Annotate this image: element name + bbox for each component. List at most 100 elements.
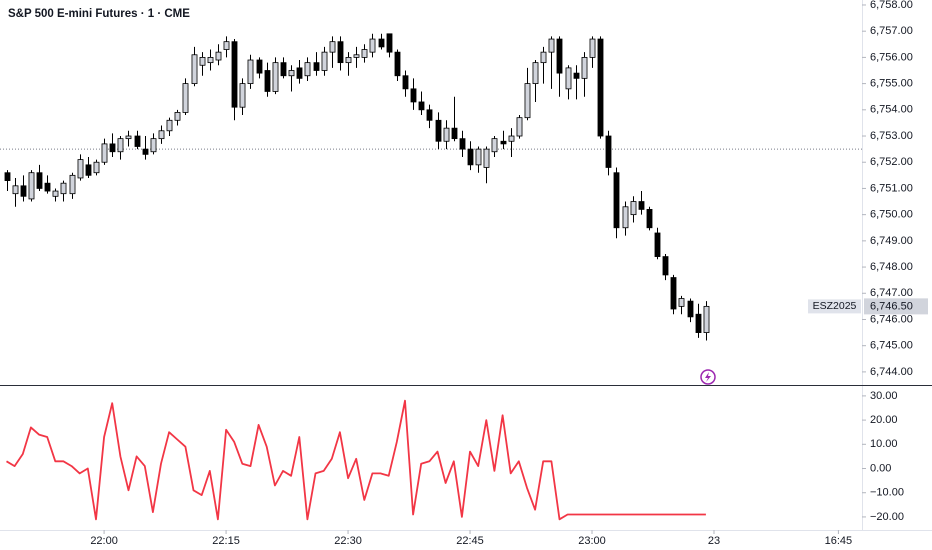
candle-body [613, 172, 620, 229]
candle-body [573, 72, 580, 79]
candle-body [483, 148, 490, 168]
y-tick-label: −10.00 [870, 487, 904, 499]
y-tick-label: 20.00 [870, 414, 898, 426]
candle-body [516, 117, 523, 137]
x-tick-label: 22:00 [90, 535, 118, 547]
candle-body [125, 135, 132, 140]
y-tick-label: 6,758.00 [870, 0, 913, 11]
y-tick-label: 6,746.00 [870, 313, 913, 325]
candle-body [304, 62, 311, 77]
candle-body [329, 41, 336, 53]
last-price-label: 6,746.50 [870, 300, 913, 312]
candle-body [687, 300, 694, 318]
last-price-name-box [808, 299, 861, 314]
candle-body [215, 51, 222, 61]
candle-body [695, 313, 702, 333]
candle-body [239, 83, 246, 108]
candle-body [60, 182, 67, 195]
y-tick-label: 6,749.00 [870, 235, 913, 247]
indicator-line [6, 399, 706, 521]
candle-body [646, 209, 653, 229]
candle-body [313, 62, 320, 71]
y-tick-label: 6,751.00 [870, 182, 913, 194]
candle-body [20, 185, 27, 197]
candle-body [678, 298, 685, 307]
candle-body [361, 49, 368, 58]
y-tick-label: 10.00 [870, 438, 898, 450]
candle-body [491, 138, 498, 153]
candle-body [394, 51, 401, 77]
candle-body [101, 143, 108, 163]
candle-body [548, 38, 555, 53]
candle-body [369, 38, 376, 53]
last-price-box [864, 298, 928, 315]
candle-body [36, 172, 43, 189]
candle-body [345, 56, 352, 64]
candle-body [93, 161, 100, 174]
candle-body [85, 164, 92, 176]
x-tick-label: 22:30 [334, 535, 362, 547]
y-tick-label: 6,753.00 [870, 130, 913, 142]
candle-body [174, 112, 181, 121]
candle-body [500, 140, 507, 145]
candle-body [158, 130, 165, 140]
candle-body [182, 83, 189, 113]
candle-body [654, 232, 661, 257]
y-tick-label: 6,757.00 [870, 25, 913, 37]
candle-body [134, 135, 141, 147]
candle-body [467, 148, 474, 166]
candle-body [223, 41, 230, 50]
candle-body [44, 182, 51, 192]
candle-body [207, 56, 214, 64]
candle-body [247, 59, 254, 85]
candle-body [353, 54, 360, 58]
y-tick-label: 6,752.00 [870, 156, 913, 168]
candle-body [410, 88, 417, 103]
x-tick-label: 16:45 [825, 535, 853, 547]
y-tick-label: 0.00 [870, 462, 891, 474]
candle-body [386, 33, 393, 53]
candle-body [117, 138, 124, 153]
candle-body [77, 159, 84, 179]
x-tick-label: 23:00 [578, 535, 606, 547]
x-tick-label: 22:15 [212, 535, 240, 547]
candle-body [4, 172, 11, 181]
x-tick-label: 22:45 [456, 535, 484, 547]
y-tick-label: −20.00 [870, 511, 904, 523]
candle-body [12, 185, 19, 195]
candle-body [337, 41, 344, 64]
chart-title: S&P 500 E-mini Futures · 1 · CME [8, 8, 190, 20]
candle-body [556, 38, 563, 74]
candle-body [52, 190, 59, 197]
candle-body [581, 56, 588, 79]
last-price-name: ESZ2025 [813, 300, 857, 312]
candle-body [638, 201, 645, 210]
candle-body [109, 143, 116, 153]
alert-icon [700, 369, 716, 385]
candle-body [524, 83, 531, 119]
candle-body [605, 135, 612, 168]
candle-body [402, 75, 409, 90]
candle-body [435, 119, 442, 142]
candle-body [288, 70, 295, 77]
candle-body [540, 51, 547, 64]
candle-body [321, 51, 328, 71]
candle-body [703, 305, 710, 333]
y-tick-label: 6,748.00 [870, 261, 913, 273]
candle-body [426, 109, 433, 121]
candle-body [670, 277, 677, 310]
candle-body [597, 38, 604, 137]
y-tick-label: 6,745.00 [870, 340, 913, 352]
candle-body [264, 70, 271, 92]
candle-body [191, 54, 198, 85]
candle-body [142, 148, 149, 155]
candle-body [199, 56, 206, 66]
y-tick-label: 6,755.00 [870, 78, 913, 90]
candle-body [280, 62, 287, 77]
y-tick-label: 30.00 [870, 390, 898, 402]
y-tick-label: 6,744.00 [870, 366, 913, 378]
candle-body [459, 138, 466, 150]
y-tick-label: 6,747.00 [870, 287, 913, 299]
